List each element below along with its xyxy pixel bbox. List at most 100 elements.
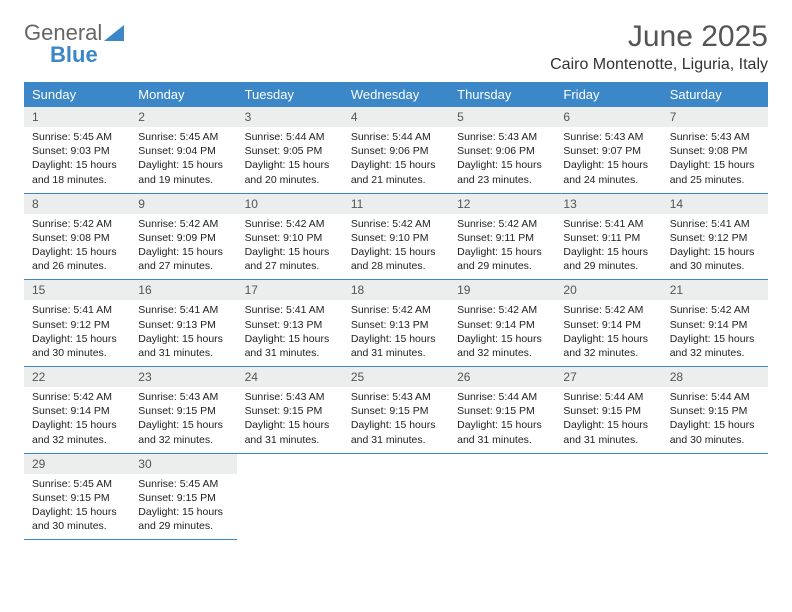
calendar-cell: 28Sunrise: 5:44 AMSunset: 9:15 PMDayligh… — [662, 367, 768, 454]
day-body: Sunrise: 5:41 AMSunset: 9:13 PMDaylight:… — [237, 300, 343, 366]
sunset-line: Sunset: 9:15 PM — [245, 404, 335, 418]
day-body: Sunrise: 5:42 AMSunset: 9:14 PMDaylight:… — [449, 300, 555, 366]
daylight-line: Daylight: 15 hours and 23 minutes. — [457, 158, 547, 186]
sunset-line: Sunset: 9:04 PM — [138, 144, 228, 158]
daylight-line: Daylight: 15 hours and 28 minutes. — [351, 245, 441, 273]
brand-part2: Blue — [50, 42, 98, 67]
calendar-cell: 19Sunrise: 5:42 AMSunset: 9:14 PMDayligh… — [449, 280, 555, 367]
daylight-line: Daylight: 15 hours and 24 minutes. — [563, 158, 653, 186]
calendar-cell: 24Sunrise: 5:43 AMSunset: 9:15 PMDayligh… — [237, 367, 343, 454]
calendar-cell-empty — [449, 453, 555, 540]
calendar-cell: 14Sunrise: 5:41 AMSunset: 9:12 PMDayligh… — [662, 193, 768, 280]
day-number: 16 — [130, 280, 236, 300]
sunrise-line: Sunrise: 5:42 AM — [351, 303, 441, 317]
sunrise-line: Sunrise: 5:44 AM — [245, 130, 335, 144]
day-body: Sunrise: 5:41 AMSunset: 9:13 PMDaylight:… — [130, 300, 236, 366]
sunrise-line: Sunrise: 5:41 AM — [670, 217, 760, 231]
daylight-line: Daylight: 15 hours and 32 minutes. — [138, 418, 228, 446]
calendar-cell: 8Sunrise: 5:42 AMSunset: 9:08 PMDaylight… — [24, 193, 130, 280]
sunrise-line: Sunrise: 5:43 AM — [245, 390, 335, 404]
page-header: General June 2025 Cairo Montenotte, Ligu… — [24, 20, 768, 74]
calendar-cell: 29Sunrise: 5:45 AMSunset: 9:15 PMDayligh… — [24, 453, 130, 540]
day-body: Sunrise: 5:42 AMSunset: 9:14 PMDaylight:… — [662, 300, 768, 366]
weekday-header: Sunday — [24, 82, 130, 107]
weekday-header: Thursday — [449, 82, 555, 107]
day-body: Sunrise: 5:43 AMSunset: 9:06 PMDaylight:… — [449, 127, 555, 193]
sunset-line: Sunset: 9:06 PM — [457, 144, 547, 158]
weekday-header: Monday — [130, 82, 236, 107]
calendar-table: SundayMondayTuesdayWednesdayThursdayFrid… — [24, 82, 768, 540]
calendar-cell: 23Sunrise: 5:43 AMSunset: 9:15 PMDayligh… — [130, 367, 236, 454]
sunset-line: Sunset: 9:15 PM — [138, 404, 228, 418]
sunrise-line: Sunrise: 5:42 AM — [32, 217, 122, 231]
sunrise-line: Sunrise: 5:44 AM — [457, 390, 547, 404]
sunrise-line: Sunrise: 5:42 AM — [457, 303, 547, 317]
daylight-line: Daylight: 15 hours and 31 minutes. — [245, 332, 335, 360]
calendar-cell: 10Sunrise: 5:42 AMSunset: 9:10 PMDayligh… — [237, 193, 343, 280]
calendar-page: General June 2025 Cairo Montenotte, Ligu… — [0, 0, 792, 560]
daylight-line: Daylight: 15 hours and 27 minutes. — [138, 245, 228, 273]
day-number: 8 — [24, 194, 130, 214]
calendar-cell: 17Sunrise: 5:41 AMSunset: 9:13 PMDayligh… — [237, 280, 343, 367]
day-number: 28 — [662, 367, 768, 387]
sunrise-line: Sunrise: 5:41 AM — [138, 303, 228, 317]
day-body: Sunrise: 5:44 AMSunset: 9:06 PMDaylight:… — [343, 127, 449, 193]
day-number: 3 — [237, 107, 343, 127]
daylight-line: Daylight: 15 hours and 26 minutes. — [32, 245, 122, 273]
day-number: 30 — [130, 454, 236, 474]
day-body: Sunrise: 5:44 AMSunset: 9:15 PMDaylight:… — [662, 387, 768, 453]
daylight-line: Daylight: 15 hours and 31 minutes. — [351, 418, 441, 446]
sunset-line: Sunset: 9:09 PM — [138, 231, 228, 245]
sunset-line: Sunset: 9:10 PM — [245, 231, 335, 245]
daylight-line: Daylight: 15 hours and 29 minutes. — [563, 245, 653, 273]
sunrise-line: Sunrise: 5:44 AM — [563, 390, 653, 404]
calendar-row: 22Sunrise: 5:42 AMSunset: 9:14 PMDayligh… — [24, 367, 768, 454]
sunrise-line: Sunrise: 5:42 AM — [245, 217, 335, 231]
sunset-line: Sunset: 9:07 PM — [563, 144, 653, 158]
daylight-line: Daylight: 15 hours and 32 minutes. — [457, 332, 547, 360]
day-body: Sunrise: 5:45 AMSunset: 9:04 PMDaylight:… — [130, 127, 236, 193]
calendar-cell: 4Sunrise: 5:44 AMSunset: 9:06 PMDaylight… — [343, 107, 449, 193]
calendar-cell: 26Sunrise: 5:44 AMSunset: 9:15 PMDayligh… — [449, 367, 555, 454]
day-number: 11 — [343, 194, 449, 214]
day-number: 14 — [662, 194, 768, 214]
sunrise-line: Sunrise: 5:42 AM — [351, 217, 441, 231]
calendar-cell: 18Sunrise: 5:42 AMSunset: 9:13 PMDayligh… — [343, 280, 449, 367]
day-body: Sunrise: 5:42 AMSunset: 9:13 PMDaylight:… — [343, 300, 449, 366]
day-number: 21 — [662, 280, 768, 300]
calendar-row: 1Sunrise: 5:45 AMSunset: 9:03 PMDaylight… — [24, 107, 768, 193]
sunset-line: Sunset: 9:15 PM — [457, 404, 547, 418]
sunset-line: Sunset: 9:11 PM — [457, 231, 547, 245]
calendar-head: SundayMondayTuesdayWednesdayThursdayFrid… — [24, 82, 768, 107]
sunrise-line: Sunrise: 5:45 AM — [32, 130, 122, 144]
day-body: Sunrise: 5:42 AMSunset: 9:10 PMDaylight:… — [343, 214, 449, 280]
day-body: Sunrise: 5:45 AMSunset: 9:15 PMDaylight:… — [24, 474, 130, 540]
sunrise-line: Sunrise: 5:41 AM — [32, 303, 122, 317]
calendar-cell-empty — [237, 453, 343, 540]
calendar-cell: 9Sunrise: 5:42 AMSunset: 9:09 PMDaylight… — [130, 193, 236, 280]
day-body: Sunrise: 5:44 AMSunset: 9:15 PMDaylight:… — [555, 387, 661, 453]
sunrise-line: Sunrise: 5:44 AM — [670, 390, 760, 404]
day-number: 12 — [449, 194, 555, 214]
day-number: 17 — [237, 280, 343, 300]
sunrise-line: Sunrise: 5:45 AM — [138, 477, 228, 491]
sunset-line: Sunset: 9:15 PM — [138, 491, 228, 505]
day-number: 22 — [24, 367, 130, 387]
day-body: Sunrise: 5:42 AMSunset: 9:14 PMDaylight:… — [24, 387, 130, 453]
daylight-line: Daylight: 15 hours and 29 minutes. — [138, 505, 228, 533]
sunset-line: Sunset: 9:08 PM — [670, 144, 760, 158]
sunset-line: Sunset: 9:03 PM — [32, 144, 122, 158]
day-number: 13 — [555, 194, 661, 214]
calendar-cell: 3Sunrise: 5:44 AMSunset: 9:05 PMDaylight… — [237, 107, 343, 193]
day-number: 5 — [449, 107, 555, 127]
sunset-line: Sunset: 9:15 PM — [351, 404, 441, 418]
sunrise-line: Sunrise: 5:42 AM — [32, 390, 122, 404]
calendar-cell: 2Sunrise: 5:45 AMSunset: 9:04 PMDaylight… — [130, 107, 236, 193]
title-block: June 2025 Cairo Montenotte, Liguria, Ita… — [550, 20, 768, 74]
day-number: 26 — [449, 367, 555, 387]
weekday-row: SundayMondayTuesdayWednesdayThursdayFrid… — [24, 82, 768, 107]
brand-part2-wrap: Blue — [50, 42, 98, 68]
sunrise-line: Sunrise: 5:43 AM — [351, 390, 441, 404]
day-body: Sunrise: 5:42 AMSunset: 9:08 PMDaylight:… — [24, 214, 130, 280]
location-text: Cairo Montenotte, Liguria, Italy — [550, 56, 768, 74]
